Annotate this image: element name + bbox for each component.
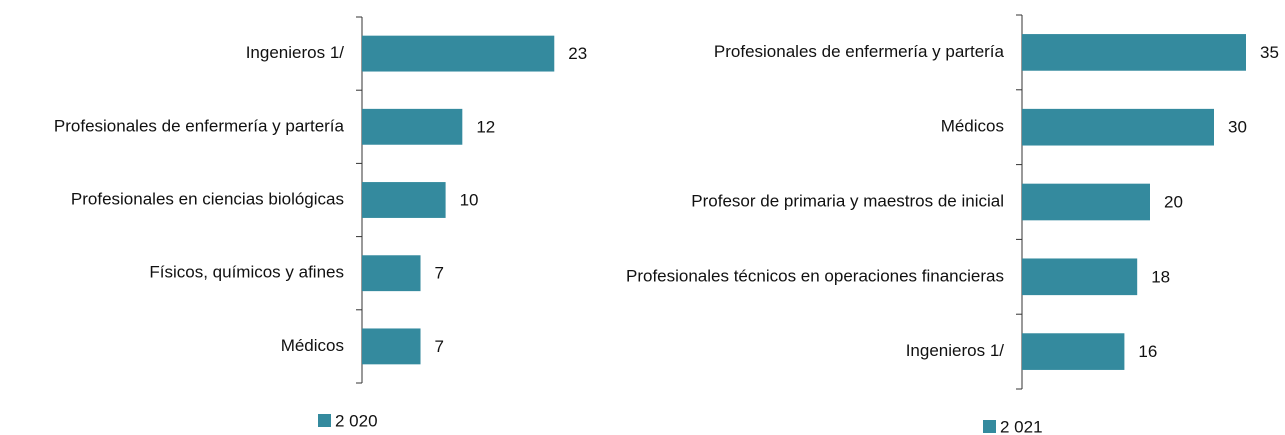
legend-swatch — [983, 420, 996, 433]
data-label: 20 — [1164, 192, 1183, 211]
bar — [1022, 34, 1246, 71]
data-label: 23 — [568, 44, 587, 63]
category-label: Ingenieros 1/ — [906, 341, 1005, 360]
bar — [1022, 258, 1138, 296]
data-label: 16 — [1138, 342, 1157, 361]
category-label: Físicos, químicos y afines — [149, 263, 344, 282]
category-label: Médicos — [281, 336, 344, 355]
category-label: Profesionales de enfermería y partería — [714, 42, 1005, 61]
data-label: 12 — [476, 117, 495, 136]
bar — [1022, 333, 1125, 370]
bar — [362, 182, 446, 218]
legend-label: 2 020 — [335, 411, 378, 430]
data-label: 7 — [435, 337, 444, 356]
data-label: 35 — [1260, 43, 1279, 62]
legend-label: 2 021 — [1000, 417, 1043, 435]
category-label: Profesionales de enfermería y partería — [54, 116, 345, 135]
category-label: Médicos — [941, 117, 1004, 136]
data-label: 30 — [1228, 118, 1247, 137]
data-label: 18 — [1151, 267, 1170, 286]
bar — [362, 35, 555, 72]
bar — [362, 328, 421, 365]
category-label: Profesor de primaria y maestros de inici… — [691, 191, 1004, 210]
bar — [362, 255, 421, 292]
data-label: 7 — [435, 264, 444, 283]
data-label: 10 — [460, 190, 479, 209]
category-label: Profesionales técnicos en operaciones fi… — [626, 266, 1004, 285]
bar — [362, 108, 463, 145]
bar — [1022, 183, 1150, 221]
legend-swatch — [318, 414, 331, 427]
category-label: Profesionales en ciencias biológicas — [71, 189, 344, 208]
category-label: Ingenieros 1/ — [246, 43, 345, 62]
bar — [1022, 108, 1214, 146]
